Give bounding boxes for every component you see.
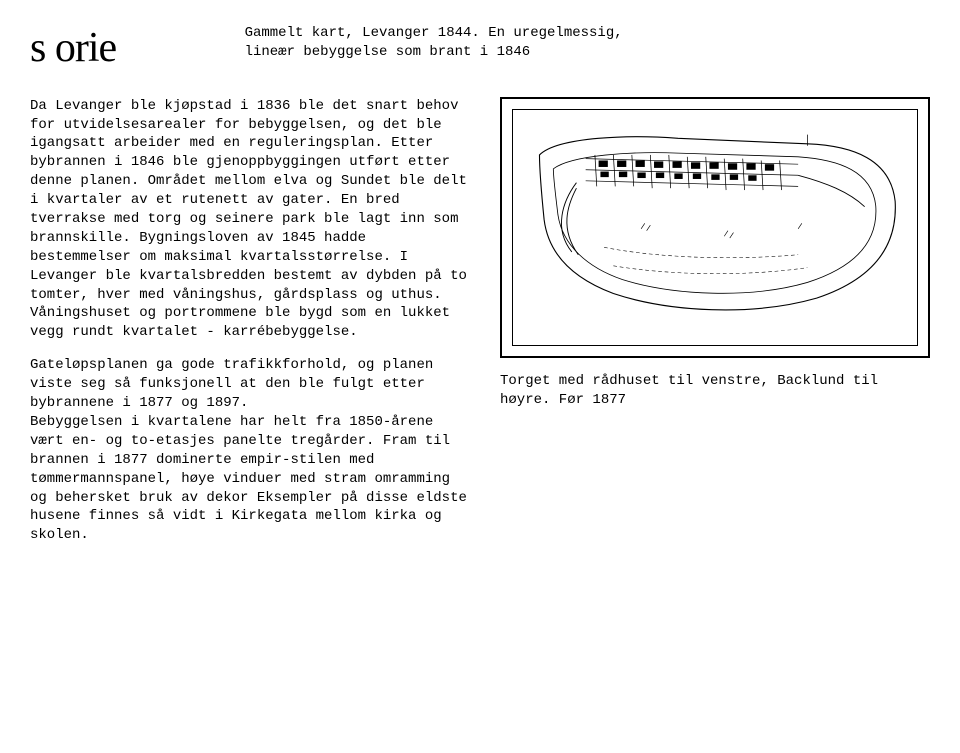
map-illustration xyxy=(521,118,909,330)
body-paragraph-3: Bebyggelsen i kvartalene har helt fra 18… xyxy=(30,413,470,545)
map-frame-outer xyxy=(500,97,930,358)
header-caption-line1: Gammelt kart, Levanger 1844. En uregelme… xyxy=(245,25,623,41)
map-caption: Torget med rådhuset til venstre, Backlun… xyxy=(500,372,930,410)
map-caption-line2: høyre. Før 1877 xyxy=(500,392,626,408)
body-paragraph-2: Gateløpsplanen ga gode trafikkforhold, o… xyxy=(30,356,470,413)
body-text-column: Da Levanger ble kjøpstad i 1836 ble det … xyxy=(30,97,470,545)
map-frame-inner xyxy=(512,109,918,346)
header-caption-line2: lineær bebyggelse som brant i 1846 xyxy=(245,44,531,60)
map-caption-line1: Torget med rådhuset til venstre, Backlun… xyxy=(500,373,878,389)
header-caption: Gammelt kart, Levanger 1844. En uregelme… xyxy=(245,24,623,62)
page-logo: s orie xyxy=(30,20,156,77)
body-paragraph-1: Da Levanger ble kjøpstad i 1836 ble det … xyxy=(30,97,470,343)
